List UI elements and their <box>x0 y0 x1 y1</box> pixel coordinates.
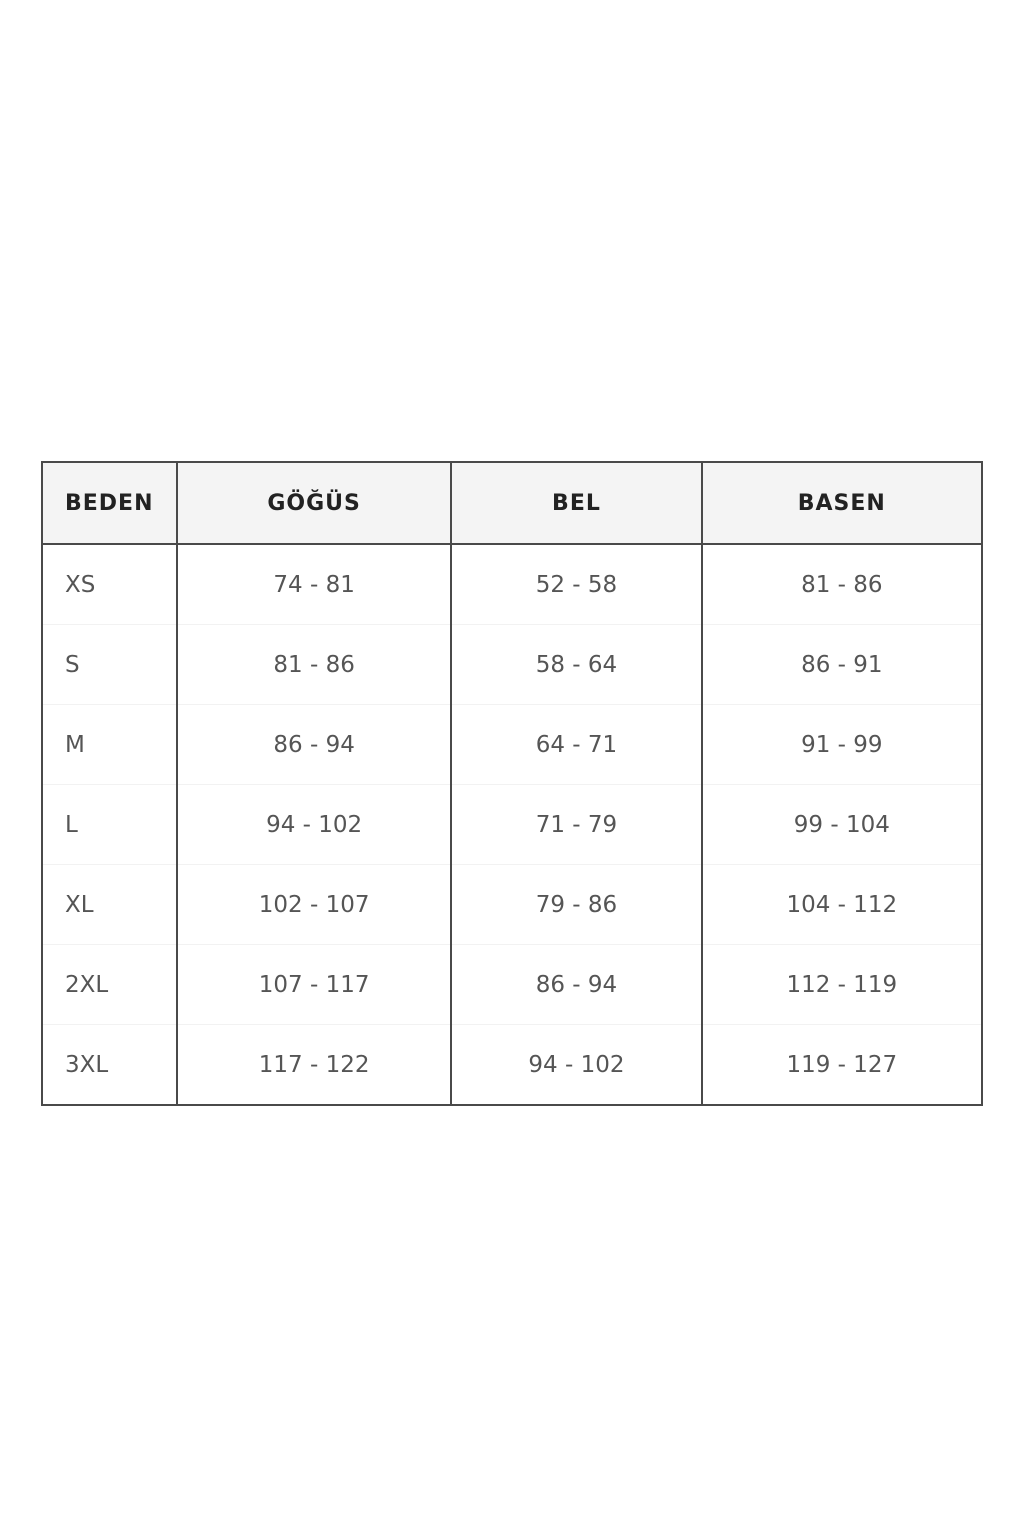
table-row: XL 102 - 107 79 - 86 104 - 112 <box>42 864 982 945</box>
cell-waist: 52 - 58 <box>451 544 703 625</box>
cell-chest: 74 - 81 <box>176 544 453 625</box>
table-row: 2XL 107 - 117 86 - 94 112 - 119 <box>42 944 982 1025</box>
table-row: S 81 - 86 58 - 64 86 - 91 <box>42 624 982 705</box>
cell-size: XS <box>42 544 178 625</box>
cell-waist: 79 - 86 <box>451 864 703 945</box>
table-row: 3XL 117 - 122 94 - 102 119 - 127 <box>42 1024 982 1106</box>
cell-hip: 112 - 119 <box>701 944 982 1025</box>
cell-hip: 91 - 99 <box>701 704 982 785</box>
header-size: BEDEN <box>42 462 178 545</box>
header-chest: GÖĞÜS <box>176 462 453 545</box>
cell-waist: 64 - 71 <box>451 704 703 785</box>
cell-hip: 99 - 104 <box>701 784 982 865</box>
table-row: XS 74 - 81 52 - 58 81 - 86 <box>42 544 982 625</box>
cell-size: S <box>42 624 178 705</box>
cell-chest: 81 - 86 <box>176 624 453 705</box>
cell-chest: 117 - 122 <box>176 1024 453 1106</box>
header-hip: BASEN <box>701 462 982 545</box>
cell-size: XL <box>42 864 178 945</box>
cell-size: 2XL <box>42 944 178 1025</box>
cell-chest: 107 - 117 <box>176 944 453 1025</box>
cell-waist: 58 - 64 <box>451 624 703 705</box>
cell-hip: 81 - 86 <box>701 544 982 625</box>
cell-waist: 71 - 79 <box>451 784 703 865</box>
size-chart-table: BEDEN GÖĞÜS BEL BASEN XS 74 - 81 52 - 58 81 - … <box>41 461 983 1106</box>
header-waist: BEL <box>451 462 703 545</box>
cell-hip: 86 - 91 <box>701 624 982 705</box>
header-row: BEDEN GÖĞÜS BEL BASEN <box>42 462 982 545</box>
cell-hip: 104 - 112 <box>701 864 982 945</box>
cell-size: L <box>42 784 178 865</box>
cell-size: M <box>42 704 178 785</box>
cell-chest: 86 - 94 <box>176 704 453 785</box>
cell-size: 3XL <box>42 1024 178 1106</box>
cell-hip: 119 - 127 <box>701 1024 982 1106</box>
cell-waist: 86 - 94 <box>451 944 703 1025</box>
table-row: L 94 - 102 71 - 79 99 - 104 <box>42 784 982 865</box>
cell-chest: 102 - 107 <box>176 864 453 945</box>
cell-waist: 94 - 102 <box>451 1024 703 1106</box>
cell-chest: 94 - 102 <box>176 784 453 865</box>
table-row: M 86 - 94 64 - 71 91 - 99 <box>42 704 982 785</box>
